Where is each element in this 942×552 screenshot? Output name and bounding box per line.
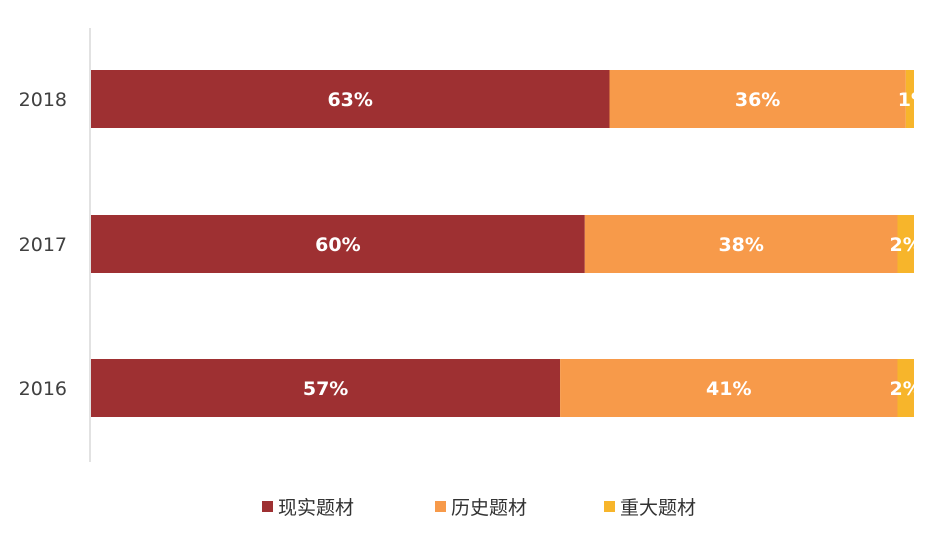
legend-label-0: 现实题材 [278, 497, 354, 519]
legend-label-2: 重大题材 [620, 497, 696, 519]
bar-segment-2018-series-0 [91, 70, 610, 128]
data-label-2017-series-0: 60% [315, 234, 360, 256]
bar-segment-2016-series-0 [91, 359, 561, 417]
data-label-2016-series-1: 41% [706, 378, 751, 400]
bar-segment-2017-series-0 [91, 215, 585, 273]
category-label-2018: 2018 [19, 89, 67, 111]
category-label-2017: 2017 [19, 234, 67, 256]
category-label-2016: 2016 [19, 378, 67, 400]
legend-label-1: 历史题材 [451, 497, 527, 519]
data-label-2016-series-0: 57% [303, 378, 348, 400]
bar-segment-2016-series-1 [560, 359, 898, 417]
data-label-2017-series-1: 38% [718, 234, 763, 256]
bar-segment-2018-series-1 [609, 70, 906, 128]
category-labels: 2018 2017 2016 [19, 89, 67, 400]
legend-swatch-2 [604, 501, 615, 512]
data-label-2018-series-1: 36% [735, 89, 780, 111]
bar-segment-2018-series-2 [905, 70, 914, 128]
bar-segment-2016-series-2 [897, 359, 914, 417]
legend-swatch-0 [262, 501, 273, 512]
bar-segment-2017-series-1 [584, 215, 898, 273]
bar-segment-2017-series-2 [897, 215, 914, 273]
data-label-2018-series-2: 1% [898, 89, 930, 111]
data-label-2016-series-2: 2% [890, 378, 922, 400]
data-label-2017-series-2: 2% [890, 234, 922, 256]
data-label-2018-series-0: 63% [327, 89, 372, 111]
bars-layer: 63% 36% 1% 60% 38% 2% 57% 41% 2% [91, 70, 930, 417]
legend-swatch-1 [435, 501, 446, 512]
legend: 现实题材 历史题材 重大题材 [262, 497, 696, 519]
